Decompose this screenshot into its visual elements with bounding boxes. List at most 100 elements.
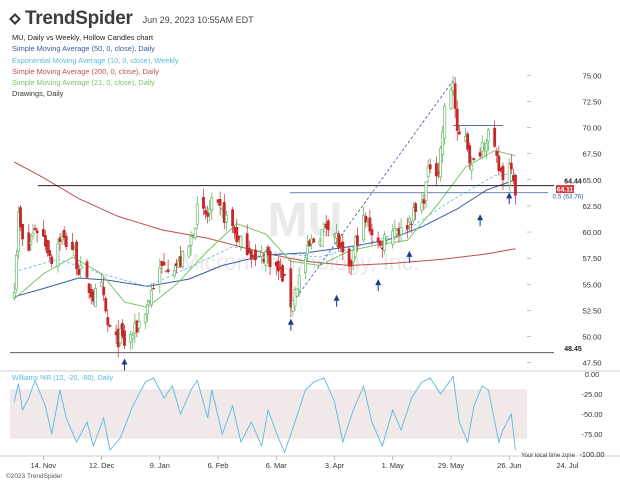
candle-body xyxy=(245,233,249,255)
chart-watermark: MU Micron Technology, Inc. xyxy=(180,194,420,275)
candle-body xyxy=(484,142,488,152)
price-axis-label: 62.50 xyxy=(582,202,601,211)
timestamp: Jun 29, 2023 10:55AM EDT xyxy=(142,15,254,25)
candle-body xyxy=(31,232,35,237)
legend-item-sma200[interactable]: Simple Moving Average (200, 0, close), D… xyxy=(12,66,159,76)
chart-legend: MU, Daily vs Weekly, Hollow Candles char… xyxy=(12,32,179,100)
candle-body xyxy=(412,207,415,222)
candle-body xyxy=(266,246,270,255)
candle-body xyxy=(145,304,149,315)
candle-body xyxy=(14,254,18,290)
candle-body xyxy=(439,147,442,178)
candle-body xyxy=(457,131,461,135)
candle-body xyxy=(441,131,445,156)
candle-body xyxy=(487,129,490,142)
marker-arrow-head xyxy=(333,294,340,301)
candle-body xyxy=(428,164,432,170)
x-axis-label: 26. Jun xyxy=(497,461,521,470)
candle-body xyxy=(123,330,126,346)
candle-body xyxy=(453,83,457,109)
candle-body xyxy=(29,241,33,245)
candle-body xyxy=(378,241,382,246)
candle-body xyxy=(254,249,257,261)
williams-line xyxy=(13,375,516,454)
candle-body xyxy=(470,164,474,171)
candle-body xyxy=(181,250,185,267)
candle-body xyxy=(478,152,482,157)
candle-body xyxy=(249,250,253,260)
price-axis-label: 65.00 xyxy=(582,176,601,185)
candle-body xyxy=(364,215,368,223)
legend-item-ema10[interactable]: Exponential Moving Average (10, 0, close… xyxy=(12,55,179,65)
candle-body xyxy=(507,163,511,186)
candle-body xyxy=(206,212,210,217)
candle-body xyxy=(208,208,212,214)
candle-body xyxy=(162,262,166,266)
williams-axis-label: 0.00 xyxy=(585,370,599,379)
candle-body xyxy=(131,334,135,340)
candle-body xyxy=(48,250,51,256)
candle-body xyxy=(468,145,472,164)
candle-body xyxy=(100,282,103,287)
candle-body xyxy=(108,324,112,327)
trend-line xyxy=(290,80,454,306)
candle-body xyxy=(50,256,54,265)
candle-body xyxy=(64,236,68,247)
candle-body xyxy=(455,108,459,131)
candle-body xyxy=(120,323,124,337)
candle-body xyxy=(283,274,287,276)
candle-body xyxy=(435,163,438,177)
candle-body xyxy=(19,207,22,228)
candle-body xyxy=(495,151,499,156)
copyright: ©2023 TrendSpider xyxy=(6,473,63,480)
candle-body xyxy=(41,229,45,237)
candle-body xyxy=(449,89,453,110)
price-axis-label: 70.00 xyxy=(582,124,601,133)
legend-item-sma21[interactable]: Simple Moving Average (21, 0, close), Da… xyxy=(12,78,155,88)
candle-body xyxy=(85,261,89,278)
legend-item-drawings[interactable]: Drawings, Daily xyxy=(12,89,64,99)
candle-body xyxy=(231,209,235,227)
candle-body xyxy=(12,292,16,299)
candle-body xyxy=(79,265,83,270)
legend-item-sma50[interactable]: Simple Moving Average (50, 0, close), Da… xyxy=(12,44,155,54)
candle-body xyxy=(193,228,197,239)
williams-axis-label: -50.00 xyxy=(582,410,603,419)
candle-body xyxy=(247,247,251,253)
candle-body xyxy=(370,229,374,236)
candle-body xyxy=(466,133,470,150)
price-axis-label: 52.50 xyxy=(582,306,601,315)
x-axis-label: 14. Nov xyxy=(31,461,57,470)
candle-body xyxy=(93,288,97,308)
price-axis-label: 75.00 xyxy=(582,71,601,80)
chart-title: MU, Daily vs Weekly, Hollow Candles char… xyxy=(12,33,154,42)
candle-body xyxy=(312,238,316,243)
trendspider-logo-icon xyxy=(9,13,21,25)
sma50-line xyxy=(14,179,516,298)
candle-body xyxy=(143,314,147,323)
candle-body xyxy=(204,210,207,215)
x-axis-label: 6. Mar xyxy=(266,461,287,470)
candle-body xyxy=(293,289,297,307)
price-chart[interactable]: MU Micron Technology, Inc. 47.50 50.00 52.… xyxy=(0,0,620,472)
price-axis-label: 47.50 xyxy=(582,359,601,368)
candle-body xyxy=(239,236,243,248)
candle-body xyxy=(420,202,424,211)
candle-body xyxy=(320,229,324,247)
williams-axis-label: -75.00 xyxy=(582,430,603,439)
candle-body xyxy=(414,203,418,212)
header: TrendSpider Jun 29, 2023 10:55AM EDT xyxy=(8,6,254,32)
price-axis-label: 57.50 xyxy=(582,254,601,263)
candle-body xyxy=(235,227,239,243)
level-label: 48.45 xyxy=(564,346,582,353)
marker-arrow-head xyxy=(375,279,382,286)
candle-body xyxy=(341,241,345,253)
watermark-ticker: MU xyxy=(268,194,343,247)
candle-body xyxy=(102,286,106,296)
candle-body xyxy=(195,203,199,225)
candle-body xyxy=(218,199,222,206)
candle-body xyxy=(268,250,272,267)
candle-body xyxy=(405,225,409,230)
candle-body xyxy=(337,233,341,249)
timezone-note: Your local time zone xyxy=(521,453,575,459)
